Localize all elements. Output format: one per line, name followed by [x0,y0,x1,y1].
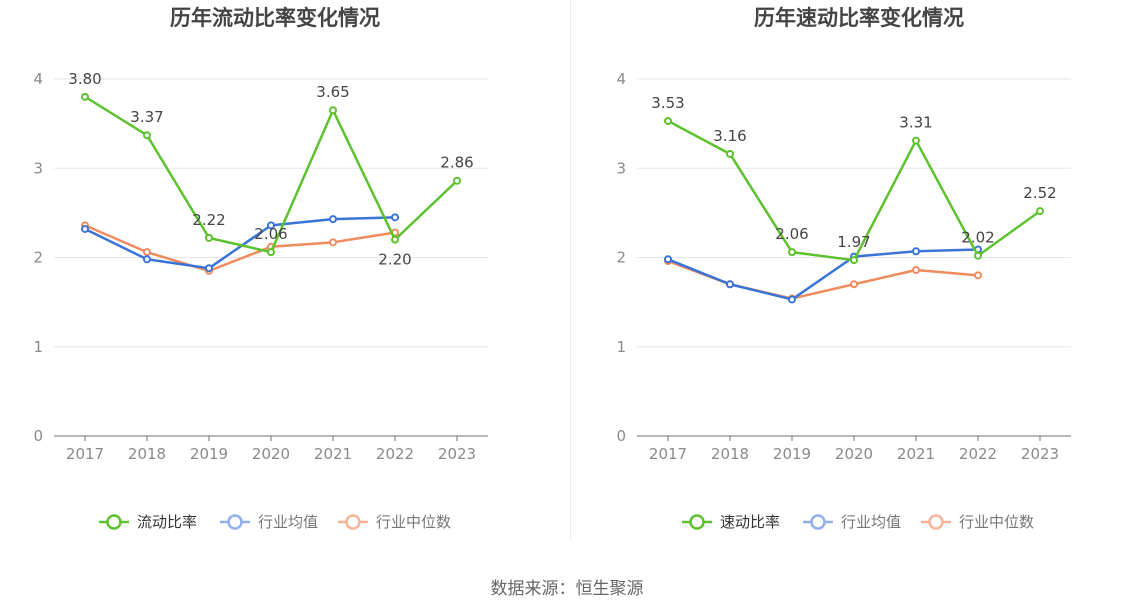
series-line-2 [667,259,979,300]
data-point [205,233,213,242]
data-point [329,238,337,247]
data-point [912,136,920,145]
quick-ratio-chart-svg: 历年速动比率变化情况 0 1 2 3 4 2017 2018 2019 2020 2021 2022 2… [616,6,1071,531]
data-label: 2.06 [254,225,287,243]
x-tick-label: 2023 [438,445,476,463]
quick-ratio-chart: 历年速动比率变化情况 0 1 2 3 4 2017 2018 2019 2020 2021 2022 2… [567,0,1134,560]
data-label: 2.20 [378,251,411,269]
data-label: 2.06 [775,225,808,243]
legend-marker [345,514,361,530]
legend-marker [689,514,705,530]
data-point [974,251,982,260]
data-point [81,92,89,101]
data-point [726,280,734,289]
x-tick-label: 2020 [252,445,290,463]
data-point [143,255,151,264]
y-tick-label: 0 [33,427,43,445]
x-tick-label: 2022 [376,445,414,463]
data-point [453,176,461,185]
data-point [726,149,734,158]
data-label: 3.80 [68,70,101,88]
y-tick-label: 2 [33,249,43,267]
series-line-1 [84,216,396,270]
data-point [143,131,151,140]
data-point [974,271,982,280]
y-tick-label: 3 [616,159,626,177]
legend-marker [106,514,122,530]
x-tick-label: 2018 [711,445,749,463]
data-point [850,256,858,265]
data-point [329,215,337,224]
data-point [664,116,672,125]
data-label: 2.02 [961,229,994,247]
y-tick-label: 2 [616,249,626,267]
y-tick-label: 0 [616,427,626,445]
data-label: 3.31 [899,114,932,132]
y-tick-label: 4 [616,70,626,88]
data-point [391,235,399,244]
data-point [912,265,920,274]
x-tick-label: 2019 [773,445,811,463]
data-point [143,248,151,257]
data-point [788,248,796,257]
current-ratio-chart-svg: 历年流动比率变化情况 0 1 2 3 4 2017 2018 2019 2020 2021 2022 2… [33,6,488,531]
y-tick-label: 3 [33,159,43,177]
data-point [81,224,89,233]
current-ratio-chart: 历年流动比率变化情况 0 1 2 3 4 2017 2018 2019 2020 2021 2022 2… [0,0,567,560]
x-tick-label: 2017 [649,445,687,463]
x-tick-label: 2017 [66,445,104,463]
data-point [912,247,920,256]
series-line-2 [84,224,396,273]
data-label: 2.52 [1023,184,1056,202]
data-point [664,255,672,264]
data-label: 3.65 [316,83,349,101]
legend-marker [810,514,826,530]
x-tick-label: 2018 [128,445,166,463]
legend-label: 流动比率 [137,513,197,531]
data-label: 2.22 [192,211,225,229]
data-label: 2.86 [440,154,473,172]
data-label: 1.97 [837,233,870,251]
data-point [850,280,858,289]
data-label: 3.53 [651,94,684,112]
legend-label: 行业均值 [258,513,318,531]
data-point [391,213,399,222]
data-point [329,106,337,115]
x-tick-label: 2022 [959,445,997,463]
y-tick-label: 4 [33,70,43,88]
data-point [267,248,275,257]
x-tick-label: 2019 [190,445,228,463]
data-point [205,264,213,273]
x-tick-label: 2020 [835,445,873,463]
data-label: 3.16 [713,127,746,145]
legend-marker [928,514,944,530]
series-line-1 [667,248,979,301]
x-tick-label: 2023 [1021,445,1059,463]
data-point [1036,207,1044,216]
data-point [267,221,275,230]
legend-label: 行业中位数 [959,513,1034,531]
panel-divider [570,0,571,540]
x-tick-label: 2021 [897,445,935,463]
legend-label: 行业均值 [841,513,901,531]
legend-marker [227,514,243,530]
legend-label: 行业中位数 [376,513,451,531]
x-tick-label: 2021 [314,445,352,463]
data-label: 3.37 [130,108,163,126]
data-source-note: 数据来源：恒生聚源 [490,579,644,599]
y-tick-label: 1 [616,338,626,356]
y-tick-label: 1 [33,338,43,356]
chart-title: 历年流动比率变化情况 [170,6,380,30]
chart-title: 历年速动比率变化情况 [754,6,964,30]
legend-label: 速动比率 [720,513,780,531]
data-point [788,295,796,304]
